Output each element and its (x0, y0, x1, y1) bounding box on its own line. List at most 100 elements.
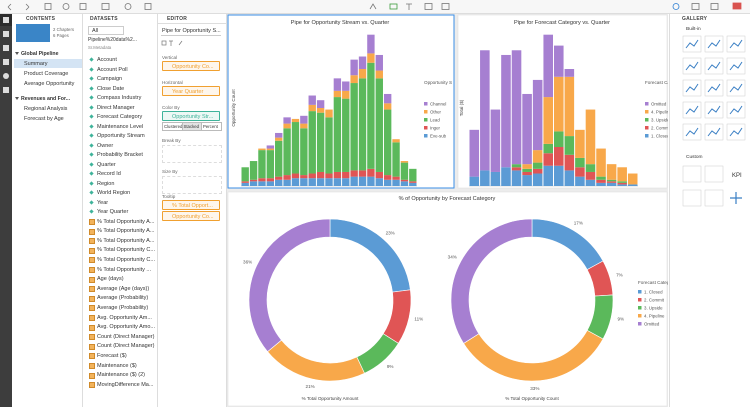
measure-field[interactable]: Average (Probability) (97, 295, 149, 302)
tool-icon[interactable] (178, 40, 183, 46)
field-pill[interactable]: Opportunity Co... (162, 211, 220, 221)
data-icon[interactable] (101, 3, 110, 10)
refresh-icon[interactable] (62, 3, 70, 10)
measure-field[interactable]: Average (Age (days)) (97, 285, 150, 292)
custom-icon[interactable] (682, 189, 702, 207)
custom-icon[interactable] (704, 165, 724, 183)
save-icon[interactable] (44, 3, 52, 10)
insert-filter-icon[interactable] (441, 3, 450, 10)
measure-field[interactable]: Avg. Opportunity Amo... (97, 324, 155, 331)
dimension-field[interactable]: Account Poll (97, 66, 128, 73)
chapter-name[interactable]: Global Pipeline (21, 51, 59, 57)
measure-field[interactable]: MovingDifference Ma... (97, 381, 154, 388)
data-label: 36% (243, 259, 252, 264)
editor-icon[interactable] (3, 45, 9, 51)
editor-tab[interactable]: EDITOR (167, 16, 187, 22)
help-icon[interactable] (672, 3, 680, 10)
measure-field[interactable]: Maintenance ($) (2) (97, 372, 145, 379)
chart-type-glyph (707, 83, 721, 93)
field-pill[interactable]: Year Quarter (162, 86, 220, 96)
section-label: Horizontal (162, 80, 183, 85)
filter-dropdown[interactable]: All (88, 26, 124, 35)
dimension-field[interactable]: Compass Industry (97, 95, 142, 101)
measure-field[interactable]: Forecast ($) (97, 352, 127, 359)
field-pill[interactable]: Opportunity Co... (162, 61, 220, 71)
page-name[interactable]: Regional Analysis (24, 106, 68, 112)
datasets-icon[interactable] (3, 31, 9, 37)
dimension-field[interactable]: Region (97, 180, 115, 187)
bar-segment (350, 83, 358, 171)
page-name[interactable]: Average Opportunity (24, 81, 75, 87)
dimension-field[interactable]: Year (97, 199, 109, 206)
dataset-source[interactable]: Pipeline%20data%2... (88, 37, 137, 43)
dimension-field[interactable]: Direct Manager (97, 104, 135, 111)
datasets-panel: DATASETS All Pipeline%20data%2... Sr.Met… (83, 14, 158, 407)
measure-field[interactable]: % Total Opportunity ... (97, 266, 152, 273)
measure-field[interactable]: Age (days) (97, 276, 124, 283)
insert-widget-icon[interactable] (389, 3, 398, 10)
chapter-caret[interactable] (15, 52, 19, 55)
dimension-field[interactable]: Opportunity Stream (97, 133, 145, 139)
dimension-field[interactable]: Campaign (97, 76, 123, 82)
dimension-field[interactable]: Maintenance Level (97, 123, 144, 130)
comment-icon[interactable] (732, 2, 742, 10)
dashboard-info: 6 Pages (53, 33, 69, 38)
chart-title-input[interactable]: Pipe for Opportunity S... (161, 26, 221, 36)
kpi-icon[interactable]: KPI (732, 173, 742, 179)
export-icon[interactable] (79, 3, 87, 10)
tool-icon[interactable] (169, 40, 173, 46)
dimension-field[interactable]: Year Quarter (97, 209, 129, 215)
undo-icon[interactable] (7, 3, 12, 11)
mode-button[interactable]: Percent (201, 122, 222, 131)
custom-icon[interactable] (682, 165, 702, 183)
measure-field[interactable]: Count (Direct Manager) (97, 343, 155, 350)
measure-field[interactable]: Count (Direct Manager) (97, 333, 155, 340)
dimension-field[interactable]: Close Date (97, 85, 125, 92)
measure-field[interactable]: % Total Opportunity A... (97, 237, 155, 244)
field-pill[interactable]: % Total Opport... (162, 200, 220, 210)
dimension-field[interactable]: Quarter (97, 161, 116, 168)
theme-icon[interactable] (144, 3, 152, 10)
measure-field[interactable]: Average (Probability) (97, 304, 149, 311)
side-icons (0, 14, 12, 93)
insert-chart-icon[interactable] (369, 3, 377, 10)
layout-icon[interactable] (691, 3, 700, 10)
filter-icon[interactable] (124, 3, 132, 10)
dimension-field[interactable]: Owner (97, 142, 114, 149)
contents-icon[interactable] (3, 17, 9, 23)
mode-button[interactable]: Clustered (162, 122, 183, 131)
page-name[interactable]: Forecast by Age (24, 116, 64, 122)
measure-field[interactable]: % Total Opportunity A... (97, 228, 155, 235)
fit-icon[interactable] (710, 3, 719, 10)
drop-zone[interactable] (162, 145, 222, 163)
redo-icon[interactable] (25, 3, 30, 11)
tool-icon[interactable] (161, 40, 167, 46)
chapter-caret[interactable] (15, 97, 19, 100)
bar-segment (316, 178, 325, 186)
measure-field[interactable]: % Total Opportunity C... (97, 256, 155, 263)
dimension-field[interactable]: Forecast Category (97, 114, 143, 120)
bar-segment (358, 78, 367, 171)
field-pill[interactable]: Opportunity Str... (162, 111, 220, 121)
filters-icon[interactable] (3, 59, 9, 65)
dimension-field[interactable]: World Region (97, 190, 131, 196)
settings-icon[interactable] (3, 73, 9, 79)
page-name[interactable]: Product Coverage (24, 71, 69, 77)
drop-zone[interactable] (162, 176, 222, 194)
custom-icon[interactable] (704, 189, 724, 207)
chapter-name[interactable]: Revenues and For... (21, 96, 71, 102)
measure-field[interactable]: % Total Opportunity C... (97, 247, 155, 254)
measure-field[interactable]: Maintenance ($) (97, 362, 137, 369)
dimension-field[interactable]: Account (97, 57, 117, 63)
dimension-field[interactable]: Record Id (97, 171, 121, 177)
insert-image-icon[interactable] (424, 3, 433, 10)
measure-field[interactable]: Avg. Opportunity Am... (97, 314, 152, 321)
measure-field[interactable]: % Total Opportunity A... (97, 218, 155, 225)
dashboard-thumbnail[interactable] (16, 24, 50, 42)
add-icon[interactable] (730, 192, 742, 204)
stats-icon[interactable] (3, 87, 9, 93)
mode-button[interactable]: Stacked (181, 122, 203, 131)
insert-text-icon[interactable] (406, 3, 412, 10)
page-name[interactable]: Summary (24, 61, 48, 67)
dimension-field[interactable]: Probability Bracket (97, 152, 143, 158)
